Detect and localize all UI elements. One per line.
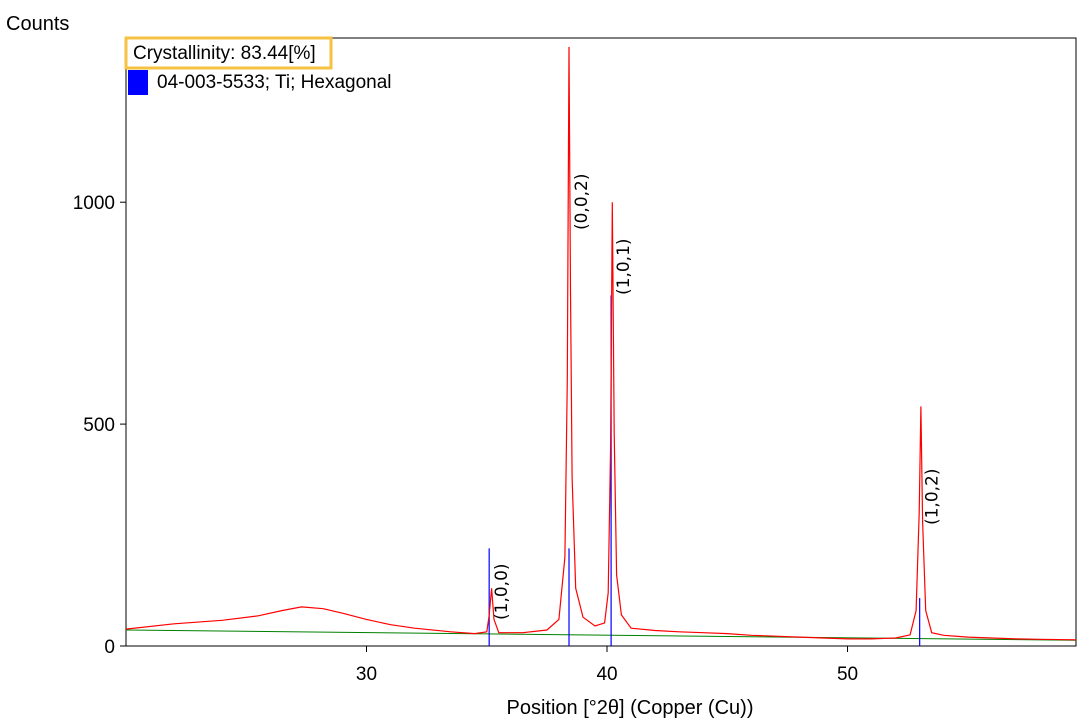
legend: Crystallinity: 83.44[%] 04-003-5533; Ti;… [124, 36, 392, 95]
peak-hkl-label: (1,0,0) [492, 563, 512, 620]
legend-swatch [128, 70, 148, 95]
reference-peaks [488, 295, 921, 646]
x-tick-label: 40 [596, 664, 617, 685]
x-tick-label: 50 [837, 664, 858, 685]
peak-hkl-label: (1,0,1) [614, 238, 634, 295]
crystallinity-label: Crystallinity: 83.44[%] [133, 43, 316, 64]
x-axis-title: Position [°2θ] (Copper (Cu)) [507, 697, 754, 719]
plot-frame [125, 37, 1077, 647]
x-tick-label: 30 [356, 664, 377, 685]
legend-entry-label: 04-003-5533; Ti; Hexagonal [157, 72, 392, 93]
x-axis-ticks: 30 40 50 [356, 646, 858, 685]
y-tick-label: 1000 [73, 193, 115, 214]
peak-hkl-label: (0,0,2) [572, 173, 592, 230]
background-baseline [125, 629, 1077, 641]
y-axis-title: Counts [6, 13, 69, 35]
diffraction-pattern-line [125, 46, 1077, 641]
y-axis-ticks: 0 500 1000 [73, 193, 126, 658]
y-tick-label: 500 [83, 415, 115, 436]
plot-area: (1,0,0) (0,0,2) (1,0,1) (1,0,2) [125, 37, 1077, 647]
peak-labels: (1,0,0) (0,0,2) (1,0,1) (1,0,2) [492, 173, 943, 620]
crystallinity-box [124, 36, 333, 70]
peak-hkl-label: (1,0,2) [923, 468, 943, 525]
y-tick-label: 0 [104, 637, 115, 658]
